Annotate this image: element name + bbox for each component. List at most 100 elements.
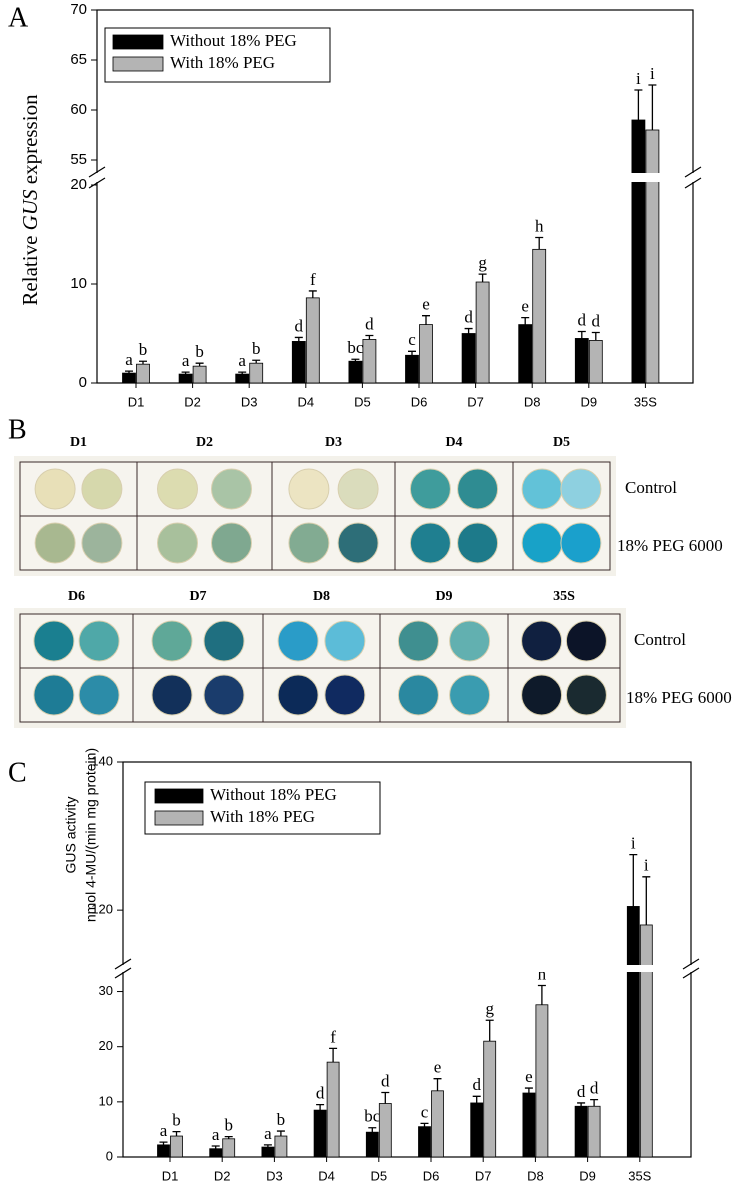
leaf-disc [565, 674, 607, 716]
y-tick-label: 0 [79, 374, 87, 391]
significance-letter: b [224, 1116, 233, 1135]
x-tick-label: D6 [423, 1168, 440, 1183]
leaf-disc [409, 522, 451, 564]
y-tick-label: 120 [91, 902, 113, 917]
column-label: D7 [189, 589, 206, 604]
significance-letter: c [408, 330, 416, 349]
y-tick-label: 20 [70, 176, 87, 193]
significance-letter: a [264, 1124, 272, 1143]
legend-label: With 18% PEG [170, 53, 275, 72]
significance-letter: d [472, 1075, 481, 1094]
leaf-disc [560, 468, 602, 510]
significance-letter: a [125, 350, 133, 369]
significance-letter: d [578, 310, 587, 329]
leaf-disc [211, 522, 252, 564]
error-bar [472, 1095, 481, 1103]
leaf-disc [521, 620, 563, 662]
significance-letter: g [478, 253, 487, 272]
bar [348, 360, 363, 384]
error-bar [172, 1130, 181, 1137]
error-bar [591, 331, 600, 341]
error-bar [139, 360, 147, 365]
legend-label: With 18% PEG [210, 807, 315, 826]
error-bar [316, 1103, 325, 1111]
error-bar [648, 84, 657, 130]
axis-break-mark [682, 958, 700, 979]
error-bar [535, 236, 544, 250]
significance-letter: d [590, 1079, 599, 1098]
x-tick-label: D1 [128, 394, 145, 409]
panel-letter: C [8, 757, 27, 788]
bar [222, 1138, 236, 1158]
leaf-disc [151, 620, 193, 662]
x-tick-label: D9 [579, 1168, 596, 1183]
significance-letter: e [525, 1067, 533, 1086]
leaf-disc [560, 522, 602, 564]
column-label: D4 [445, 435, 462, 450]
bar [532, 248, 547, 384]
bar [639, 924, 653, 1158]
y-tick-label: 20 [99, 1038, 113, 1053]
y-axis-label-part: expression [18, 94, 42, 190]
bar [631, 119, 646, 384]
panel-letter: A [8, 2, 29, 33]
x-tick-label: D5 [354, 394, 371, 409]
error-bar [276, 1130, 285, 1137]
leaf-disc [397, 620, 439, 662]
column-label: D8 [313, 589, 330, 604]
x-tick-label: D9 [580, 394, 597, 409]
significance-letter: h [535, 216, 544, 235]
bar [305, 297, 320, 384]
y-tick-label: 0 [106, 1148, 113, 1163]
significance-letter: e [521, 297, 529, 316]
bar [418, 1126, 431, 1158]
x-tick-label: D3 [266, 1168, 283, 1183]
leaf-disc [409, 468, 451, 510]
error-bar [365, 334, 374, 340]
row-label: Control [634, 630, 686, 649]
significance-letter: h [538, 964, 547, 983]
leaf-disc [33, 674, 75, 716]
leaf-disc [521, 468, 563, 510]
error-bar [224, 1135, 233, 1139]
bar [249, 362, 264, 384]
error-bar [422, 315, 430, 325]
significance-letter: f [330, 1027, 336, 1046]
y-tick-label: 10 [70, 275, 87, 292]
y-axis-label: GUS activity [63, 796, 79, 873]
plot-frame [122, 761, 692, 1158]
leaf-disc [277, 620, 319, 662]
legend-swatch [112, 56, 164, 72]
row-label: 18% PEG 6000 [626, 688, 732, 707]
x-tick-label: D7 [475, 1168, 492, 1183]
leaf-disc [288, 468, 330, 510]
error-bar [329, 1047, 338, 1063]
bar [483, 1040, 497, 1158]
leaf-disc [449, 620, 491, 662]
error-bar [642, 876, 651, 925]
bar [431, 1090, 444, 1158]
error-bar [159, 1141, 168, 1145]
error-bar [464, 327, 473, 334]
row-label: 18% PEG 6000 [617, 536, 723, 555]
bar [274, 1135, 288, 1158]
leaf-disc [203, 620, 245, 662]
bar [122, 372, 136, 384]
significance-letter: bc [347, 338, 364, 357]
leaf-disc [521, 522, 563, 564]
column-label: 35S [553, 589, 575, 604]
significance-letter: d [464, 307, 473, 326]
error-bar [521, 317, 530, 325]
bar [405, 354, 419, 384]
leaf-disc [78, 674, 120, 716]
y-tick-label: 10 [99, 1093, 113, 1108]
error-bar [125, 370, 133, 374]
column-label: D6 [68, 589, 85, 604]
leaf-disc [565, 620, 607, 662]
row-label: Control [625, 478, 677, 497]
significance-letter: d [577, 1082, 586, 1101]
x-tick-label: D8 [524, 394, 541, 409]
column-label: D1 [70, 435, 87, 450]
column-label: D9 [435, 589, 452, 604]
